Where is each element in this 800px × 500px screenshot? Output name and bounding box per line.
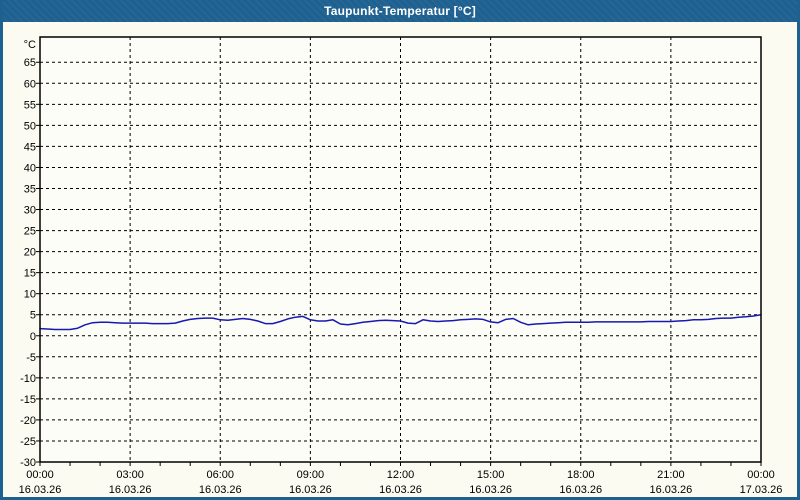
- window-titlebar[interactable]: Taupunkt-Temperatur [°C]: [3, 0, 797, 22]
- temperature-line: [39, 313, 762, 331]
- y-axis-unit-label: °C: [24, 39, 36, 51]
- y-tick-label: -15: [20, 394, 36, 406]
- y-tick-label: 60: [24, 78, 36, 90]
- vertical-gridlines: [129, 37, 672, 462]
- y-tick-label: -10: [20, 373, 36, 385]
- x-tick-date-label: 16.03.26: [379, 484, 422, 496]
- chart-area: °C 65 60 55 50 45 40 35 30 25 20 15 10 5 0 -5 -10 -15 -20-…: [3, 22, 797, 497]
- y-tick-label: 40: [24, 162, 36, 174]
- x-axis-labels: 00:00 16.03.26 03:00 16.03.26 06:00 16.03.26 0…: [19, 469, 783, 496]
- y-tick-label: -25: [20, 436, 36, 448]
- x-tick-date-label: 16.03.26: [289, 484, 332, 496]
- y-tick-label: 30: [24, 205, 36, 217]
- y-tick-label: 35: [24, 183, 36, 195]
- y-tick-label: -5: [26, 352, 36, 364]
- y-tick-label: 20: [24, 247, 36, 259]
- y-tick-label: 15: [24, 268, 36, 280]
- x-tick-date-label: 17.03.26: [740, 484, 783, 496]
- x-tick-time-label: 21:00: [657, 469, 685, 481]
- y-tick-label: -20: [20, 415, 36, 427]
- x-tick-date-label: 16.03.26: [649, 484, 692, 496]
- x-tick-date-label: 16.03.26: [559, 484, 602, 496]
- x-tick-date-label: 16.03.26: [469, 484, 512, 496]
- y-tick-label: 50: [24, 120, 36, 132]
- x-tick-date-label: 16.03.26: [199, 484, 242, 496]
- y-tick-label: -30: [20, 457, 36, 469]
- x-tick-time-label: 03:00: [116, 469, 144, 481]
- y-tick-label: 25: [24, 226, 36, 238]
- x-tick-time-label: 06:00: [206, 469, 234, 481]
- x-tick-time-label: 15:00: [477, 469, 505, 481]
- y-tick-label: 5: [30, 310, 36, 322]
- x-tick-time-label: 00:00: [26, 469, 54, 481]
- x-tick-date-label: 16.03.26: [19, 484, 62, 496]
- y-tick-label: 45: [24, 141, 36, 153]
- window-title: Taupunkt-Temperatur [°C]: [324, 4, 476, 18]
- plot-border: [39, 36, 762, 463]
- x-tick-time-label: 12:00: [387, 469, 415, 481]
- x-tick-time-label: 18:00: [567, 469, 595, 481]
- x-tick-date-label: 16.03.26: [109, 484, 152, 496]
- x-tick-time-label: 09:00: [297, 469, 325, 481]
- y-tick-label: 10: [24, 289, 36, 301]
- y-tick-label: 65: [24, 57, 36, 69]
- y-tick-label: 55: [24, 99, 36, 111]
- chart-svg: °C65605550454035302520151050-5-10-15-20-…: [19, 36, 783, 496]
- y-tick-label: 0: [30, 331, 36, 343]
- y-axis-labels: °C65605550454035302520151050-5-10-15-20-…: [20, 39, 36, 469]
- x-tick-time-label: 00:00: [747, 469, 775, 481]
